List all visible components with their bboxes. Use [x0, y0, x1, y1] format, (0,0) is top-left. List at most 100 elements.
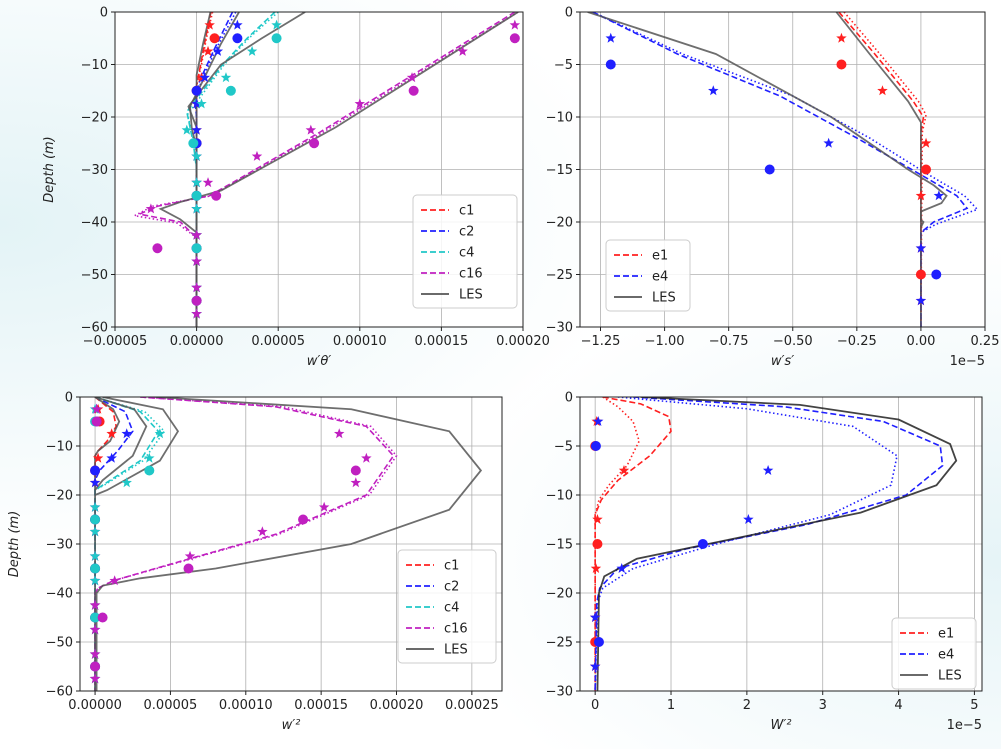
- star-marker: [89, 624, 101, 635]
- series-line-e4-dashed: [592, 12, 969, 327]
- star-marker: [145, 203, 157, 214]
- x-tick-label: 4: [894, 698, 902, 713]
- star-marker: [202, 45, 214, 56]
- star-marker: [109, 575, 120, 586]
- star-marker: [246, 45, 258, 56]
- legend-label: e1: [652, 249, 668, 264]
- star-marker: [920, 137, 932, 148]
- y-tick-label: −30: [81, 163, 108, 178]
- circle-marker: [91, 416, 102, 427]
- x-tick-label: −1.25: [581, 334, 621, 349]
- legend-label: c1: [444, 559, 459, 574]
- legend-label: c1: [459, 204, 474, 219]
- x-tick-label: 3: [819, 698, 827, 713]
- circle-marker: [90, 514, 101, 525]
- star-marker: [154, 428, 166, 439]
- plot-frame: [79, 396, 503, 692]
- star-marker: [232, 19, 243, 30]
- star-marker: [509, 19, 521, 30]
- y-tick-label: −40: [46, 587, 73, 602]
- x-tick-label: 0.00: [906, 334, 935, 349]
- x-tick-label: −0.25: [837, 334, 877, 349]
- star-marker: [257, 526, 268, 537]
- circle-marker: [191, 243, 202, 254]
- series-line-e4-dotted: [594, 397, 898, 691]
- star-marker: [184, 550, 196, 561]
- legend-label: c16: [444, 622, 468, 637]
- star-marker: [144, 452, 155, 463]
- star-marker: [915, 242, 927, 253]
- circle-marker: [931, 269, 942, 280]
- star-marker: [457, 45, 468, 56]
- star-marker: [618, 465, 630, 475]
- circle-marker: [144, 465, 155, 476]
- chart-panel-4: 0 1 2 3 4 5 0 −5 −10 −15 −20 −25 −30 W′² 1e−5 e1 e4 LES: [546, 391, 983, 733]
- star-marker: [354, 98, 366, 109]
- x-axis-label: w′²: [282, 718, 301, 733]
- legend-label: LES: [459, 288, 483, 303]
- circle-marker: [191, 295, 202, 306]
- plot-frame: [579, 396, 983, 692]
- circle-marker: [915, 269, 926, 280]
- circle-marker: [97, 612, 108, 623]
- star-marker: [199, 72, 210, 83]
- y-tick-label: −10: [81, 58, 108, 73]
- x-tick-label: 0.00005: [251, 334, 305, 349]
- y-tick-label: −25: [546, 636, 573, 651]
- x-axis-exponent: 1e−5: [947, 718, 982, 733]
- star-marker: [89, 501, 101, 512]
- y-axis-label: Depth (m): [7, 511, 22, 578]
- legend-label: LES: [938, 669, 962, 684]
- series-group: [587, 12, 979, 327]
- y-tick-label: −15: [546, 538, 573, 553]
- circle-marker: [90, 465, 101, 476]
- star-marker: [89, 599, 101, 610]
- y-tick-label: −5: [554, 440, 573, 455]
- series-line-les-b: [94, 397, 148, 491]
- x-tick-label: 0.00000: [68, 698, 122, 713]
- series-line-les-e: [596, 397, 958, 691]
- plot-frame: [579, 11, 986, 328]
- star-marker: [762, 465, 774, 475]
- series-group: [589, 397, 958, 691]
- x-tick-label: 0.00025: [445, 698, 499, 713]
- x-axis-label: w′s′: [771, 354, 794, 369]
- circle-marker: [298, 514, 309, 525]
- circle-marker: [590, 441, 601, 451]
- x-tick-label: −0.50: [773, 334, 813, 349]
- star-marker: [305, 124, 317, 135]
- y-axis-label: Depth (m): [42, 136, 57, 203]
- star-marker: [605, 32, 616, 43]
- chart-panel-1: −0.00005 0.00000 0.00005 0.00010 0.00015 0.00…: [42, 6, 550, 370]
- y-tick-label: −20: [46, 489, 73, 504]
- star-marker: [708, 85, 719, 96]
- star-marker: [350, 477, 362, 488]
- circle-marker: [225, 85, 236, 96]
- circle-marker: [90, 661, 101, 672]
- y-tick-label: 0: [65, 391, 73, 406]
- circle-marker: [183, 563, 194, 574]
- y-tick-label: −10: [546, 111, 573, 126]
- y-tick-label: 0: [565, 391, 573, 406]
- y-tick-label: −50: [46, 636, 73, 651]
- star-marker: [823, 137, 834, 148]
- star-marker: [191, 98, 202, 109]
- circle-marker: [836, 59, 847, 70]
- circle-marker: [764, 164, 775, 175]
- star-marker: [915, 295, 927, 306]
- y-tick-label: −50: [81, 268, 108, 283]
- star-marker: [836, 32, 847, 43]
- legend-label: c2: [459, 225, 474, 240]
- star-marker: [915, 190, 927, 201]
- circle-marker: [309, 138, 320, 149]
- series-line-les-c: [94, 397, 180, 496]
- legend-label: e1: [938, 627, 954, 642]
- star-marker: [191, 203, 202, 214]
- star-marker: [89, 575, 101, 586]
- legend-box: [891, 617, 977, 690]
- y-tick-label: −20: [546, 587, 573, 602]
- y-tick-label: −20: [81, 111, 108, 126]
- circle-marker: [408, 85, 419, 96]
- plot-frame: [114, 11, 524, 328]
- x-axis-exponent: 1e−5: [950, 354, 985, 369]
